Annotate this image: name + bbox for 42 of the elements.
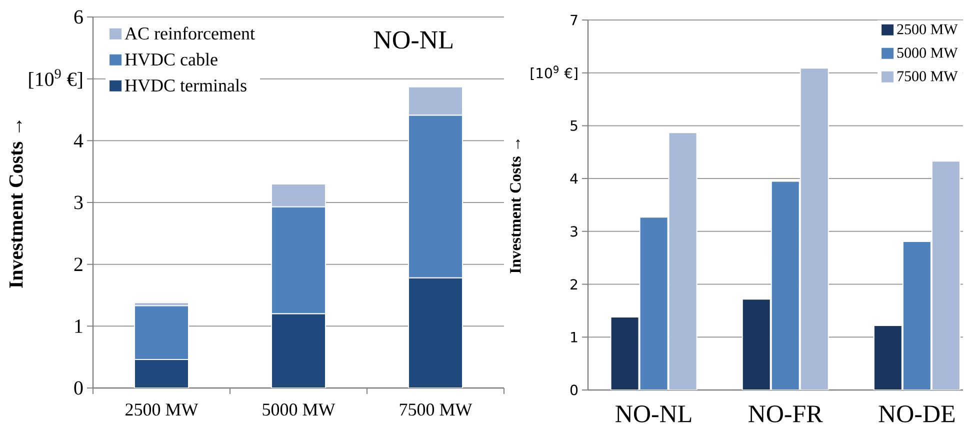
y-tick-label: 1 [571, 332, 578, 342]
bar [902, 240, 932, 390]
y-axis-title: Investment Costs → [9, 120, 23, 288]
x-tick-label: NO-DE [878, 406, 955, 422]
legend-label: HVDC cable [125, 52, 218, 66]
y-tick-label: [10$^{9}$ €] [29, 69, 82, 89]
legend-label: 5000 MW [897, 48, 958, 58]
legend-label: 2500 MW [897, 24, 958, 34]
y-tick-label: 7 [570, 14, 578, 26]
bar [408, 277, 464, 388]
bar [800, 68, 829, 390]
y-tick-label: 5 [570, 120, 578, 131]
legend-label: AC reinforcement [124, 26, 255, 40]
y-tick-label: 0 [74, 381, 83, 395]
y-tick-label: 4 [570, 173, 578, 184]
y-tick-label: 2 [570, 279, 578, 290]
y-axis-title: Investment Costs → [510, 139, 521, 274]
chart-title: NO-NL [374, 31, 452, 49]
x-tick-label: NO-NL [616, 406, 692, 422]
y-tick-label: [10$^{9}$ €] [530, 66, 578, 80]
y-tick-label: 3 [570, 226, 578, 237]
y-tick-label: 1 [75, 320, 82, 333]
y-tick-label: 3 [74, 196, 83, 210]
legend-label: HVDC terminals [125, 78, 246, 92]
bar [873, 325, 902, 390]
y-tick-label: 6 [74, 10, 83, 24]
x-tick-label: 7500 MW [400, 404, 472, 416]
legend-label: 7500 MW [898, 71, 958, 82]
bar [271, 313, 326, 388]
bar [668, 132, 698, 390]
bar [639, 216, 668, 390]
x-tick-label: 2500 MW [126, 404, 198, 416]
x-tick-label: 5000 MW [262, 404, 336, 416]
bar [610, 316, 640, 390]
bar [931, 160, 960, 390]
x-tick-label: NO-FR [748, 406, 823, 422]
bar [742, 298, 771, 390]
y-tick-label: 2 [74, 258, 82, 271]
bar [770, 180, 800, 390]
bar [134, 359, 190, 388]
y-tick-label: 0 [570, 384, 578, 396]
y-tick-label: 4 [74, 134, 84, 148]
